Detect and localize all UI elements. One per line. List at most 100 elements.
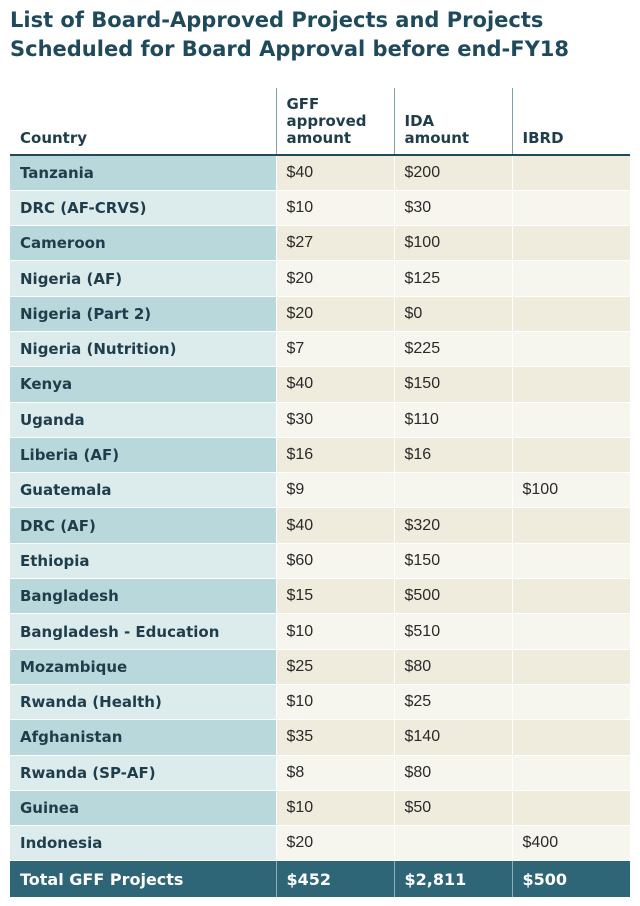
ida-amount-cell — [393, 825, 512, 862]
table-row: Uganda $30 $110 — [10, 402, 630, 438]
gff-amount-cell: $15 — [275, 578, 394, 615]
table-row: Nigeria (Nutrition) $7 $225 — [10, 331, 630, 368]
table-row: Liberia (AF) $16 $16 — [10, 437, 630, 474]
ida-amount-cell: $510 — [393, 613, 512, 650]
gff-amount-cell: $30 — [275, 402, 394, 438]
ida-amount-cell: $50 — [393, 790, 512, 827]
ibrd-amount-cell — [511, 684, 630, 721]
table-row: Ethiopia $60 $150 — [10, 543, 630, 580]
header-ibrd: IBRD — [511, 88, 630, 156]
table-row: Bangladesh $15 $500 — [10, 578, 630, 615]
table-row: DRC (AF) $40 $320 — [10, 507, 630, 544]
ibrd-amount-cell — [511, 649, 630, 685]
ibrd-amount-cell — [511, 155, 630, 191]
header-ida: IDA amount — [393, 88, 512, 156]
total-row: Total GFF Projects $452 $2,811 $500 — [10, 860, 630, 897]
country-cell: DRC (AF-CRVS) — [10, 190, 276, 227]
ibrd-amount-cell — [511, 578, 630, 615]
ibrd-amount-cell: $100 — [511, 472, 630, 509]
country-cell: Nigeria (AF) — [10, 260, 276, 297]
gff-amount-cell: $7 — [275, 331, 394, 368]
table-row: Rwanda (SP-AF) $8 $80 — [10, 755, 630, 791]
ibrd-amount-cell — [511, 790, 630, 827]
ibrd-amount-cell — [511, 755, 630, 791]
gff-amount-cell: $10 — [275, 613, 394, 650]
ida-amount-cell: $500 — [393, 578, 512, 615]
ibrd-amount-cell — [511, 225, 630, 262]
country-cell: Bangladesh - Education — [10, 613, 276, 650]
ibrd-amount-cell — [511, 260, 630, 297]
gff-amount-cell: $10 — [275, 790, 394, 827]
table-row: Bangladesh - Education $10 $510 — [10, 613, 630, 650]
country-cell: Guatemala — [10, 472, 276, 509]
gff-amount-cell: $16 — [275, 437, 394, 474]
country-cell: Uganda — [10, 402, 276, 438]
table-row: Nigeria (AF) $20 $125 — [10, 260, 630, 297]
ida-amount-cell: $110 — [393, 402, 512, 438]
ibrd-amount-cell — [511, 719, 630, 756]
table-row: Afghanistan $35 $140 — [10, 719, 630, 756]
ida-amount-cell — [393, 472, 512, 509]
country-cell: Cameroon — [10, 225, 276, 262]
table-row: Indonesia $20 $400 — [10, 825, 630, 862]
gff-amount-cell: $40 — [275, 155, 394, 191]
ibrd-amount-cell — [511, 613, 630, 650]
ibrd-amount-cell — [511, 543, 630, 580]
ibrd-amount-cell — [511, 366, 630, 403]
country-cell: Rwanda (Health) — [10, 684, 276, 721]
table-row: Guinea $10 $50 — [10, 790, 630, 827]
ida-amount-cell: $25 — [393, 684, 512, 721]
title-line-1: List of Board-Approved Projects and Proj… — [10, 8, 544, 32]
gff-amount-cell: $20 — [275, 260, 394, 297]
ibrd-amount-cell — [511, 190, 630, 227]
ida-amount-cell: $16 — [393, 437, 512, 474]
ida-amount-cell: $80 — [393, 755, 512, 791]
country-cell: Rwanda (SP-AF) — [10, 755, 276, 791]
country-cell: Bangladesh — [10, 578, 276, 615]
table-header-row: Country GFF approved amount IDA amount I… — [10, 88, 630, 156]
country-cell: Ethiopia — [10, 543, 276, 580]
ibrd-amount-cell — [511, 507, 630, 544]
header-gff: GFF approved amount — [275, 88, 394, 156]
country-cell: Mozambique — [10, 649, 276, 685]
table-row: DRC (AF-CRVS) $10 $30 — [10, 190, 630, 227]
projects-table: Country GFF approved amount IDA amount I… — [10, 88, 630, 897]
country-cell: Kenya — [10, 366, 276, 403]
country-cell: DRC (AF) — [10, 507, 276, 544]
total-label: Total GFF Projects — [10, 860, 276, 897]
country-cell: Nigeria (Part 2) — [10, 296, 276, 332]
gff-amount-cell: $40 — [275, 366, 394, 403]
ida-amount-cell: $125 — [393, 260, 512, 297]
country-cell: Indonesia — [10, 825, 276, 862]
ida-amount-cell: $0 — [393, 296, 512, 332]
ida-amount-cell: $225 — [393, 331, 512, 368]
header-country: Country — [10, 88, 276, 156]
table-body: Tanzania $40 $200 DRC (AF-CRVS) $10 $30 Camero… — [10, 155, 630, 862]
gff-amount-cell: $9 — [275, 472, 394, 509]
gff-amount-cell: $35 — [275, 719, 394, 756]
ibrd-amount-cell: $400 — [511, 825, 630, 862]
total-ida: $2,811 — [393, 860, 512, 897]
gff-amount-cell: $40 — [275, 507, 394, 544]
gff-amount-cell: $10 — [275, 190, 394, 227]
gff-amount-cell: $20 — [275, 825, 394, 862]
title-line-2: Scheduled for Board Approval before end-… — [10, 37, 570, 61]
ibrd-amount-cell — [511, 437, 630, 474]
ida-amount-cell: $140 — [393, 719, 512, 756]
table-row: Tanzania $40 $200 — [10, 155, 630, 191]
ida-amount-cell: $320 — [393, 507, 512, 544]
table-row: Cameroon $27 $100 — [10, 225, 630, 262]
ida-amount-cell: $150 — [393, 543, 512, 580]
ida-amount-cell: $100 — [393, 225, 512, 262]
country-cell: Afghanistan — [10, 719, 276, 756]
total-gff: $452 — [275, 860, 394, 897]
gff-amount-cell: $10 — [275, 684, 394, 721]
table-row: Guatemala $9 $100 — [10, 472, 630, 509]
table-row: Rwanda (Health) $10 $25 — [10, 684, 630, 721]
table-row: Nigeria (Part 2) $20 $0 — [10, 296, 630, 332]
gff-amount-cell: $60 — [275, 543, 394, 580]
table-row: Kenya $40 $150 — [10, 366, 630, 403]
gff-amount-cell: $25 — [275, 649, 394, 685]
table-row: Mozambique $25 $80 — [10, 649, 630, 685]
ida-amount-cell: $80 — [393, 649, 512, 685]
